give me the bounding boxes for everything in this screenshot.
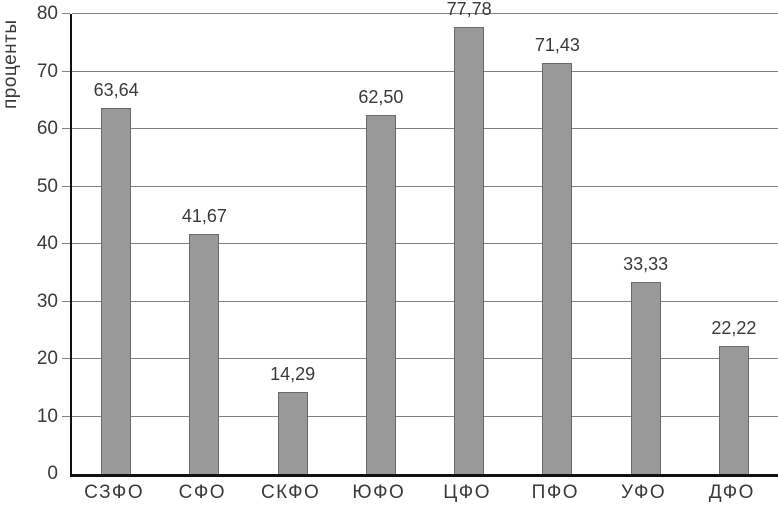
gridline-y-20 — [72, 358, 778, 359]
y-tick-label-20: 20 — [36, 348, 58, 369]
bar-value-label-СКФО: 14,29 — [270, 363, 316, 384]
bar-ЮФО — [365, 114, 396, 474]
x-tick-label-СЗФО: СЗФО — [84, 482, 145, 503]
gridline-y-60 — [72, 128, 778, 129]
bar-value-label-УФО: 33,33 — [623, 254, 669, 275]
y-tick-label-10: 10 — [36, 405, 58, 427]
y-tick-mark-30 — [62, 300, 70, 302]
x-tick-label-ДФО: ДФО — [708, 482, 755, 503]
gridline-y-70 — [72, 70, 778, 72]
bar-СКФО — [277, 391, 308, 474]
x-tick-label-СКФО: СКФО — [260, 482, 321, 503]
bar-УФО — [630, 282, 661, 474]
y-tick-label-50: 50 — [36, 175, 58, 197]
x-tick-label-СФО: СФО — [178, 482, 227, 503]
y-tick-mark-40 — [62, 243, 70, 244]
y-tick-label-80: 80 — [36, 3, 58, 24]
bar-value-label-ЦФО: 77,78 — [446, 0, 492, 19]
x-tick-label-ЮФО: ЮФО — [352, 482, 406, 503]
x-tick-label-ПФО: ПФО — [531, 482, 580, 503]
bar-value-label-ЮФО: 62,50 — [358, 86, 404, 107]
x-tick-label-ЦФО: ЦФО — [443, 482, 492, 503]
bar-value-label-ПФО: 71,43 — [534, 35, 580, 56]
y-tick-mark-10 — [62, 415, 70, 417]
gridline-y-50 — [72, 185, 778, 187]
bar-СЗФО — [101, 108, 132, 474]
y-tick-mark-60 — [62, 128, 70, 129]
y-tick-label-0: 0 — [47, 463, 58, 484]
y-tick-label-70: 70 — [36, 60, 58, 82]
bar-ДФО — [718, 346, 749, 474]
gridline-y-30 — [72, 300, 778, 302]
gridline-y-10 — [72, 415, 778, 417]
gridline-y-40 — [72, 243, 778, 244]
bar-СФО — [189, 234, 220, 474]
y-tick-mark-80 — [62, 13, 70, 14]
bar-value-label-СФО: 41,67 — [181, 206, 227, 227]
gridline-y-80 — [72, 13, 778, 14]
bar-value-label-ДФО: 22,22 — [711, 318, 757, 339]
bar-ЦФО — [454, 26, 485, 474]
y-tick-label-30: 30 — [36, 290, 58, 312]
y-tick-mark-70 — [62, 70, 70, 72]
plot-area: 63,64 41,67 14,29 62,50 77,78 71,43 33,33 22,22 — [62, 0, 778, 477]
y-tick-label-60: 60 — [36, 118, 58, 139]
y-tick-label-40: 40 — [36, 233, 58, 254]
y-tick-mark-50 — [62, 185, 70, 187]
bar-ПФО — [542, 63, 573, 474]
x-tick-label-УФО: УФО — [621, 482, 667, 503]
bar-value-label-СЗФО: 63,64 — [93, 80, 139, 101]
y-tick-mark-20 — [62, 358, 70, 359]
